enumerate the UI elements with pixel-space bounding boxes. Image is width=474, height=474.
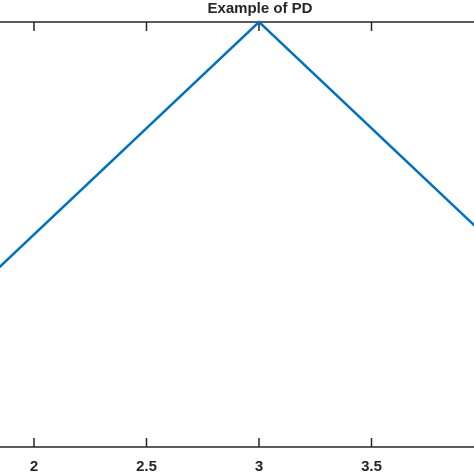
x-tick-label: 3 bbox=[255, 458, 263, 474]
line-series bbox=[0, 20, 474, 269]
x-tick-label: 2.5 bbox=[136, 458, 157, 474]
x-tick-label: 2 bbox=[30, 458, 38, 474]
chart-title: Example of PD bbox=[207, 0, 312, 17]
x-tick-label: 3.5 bbox=[361, 458, 382, 474]
